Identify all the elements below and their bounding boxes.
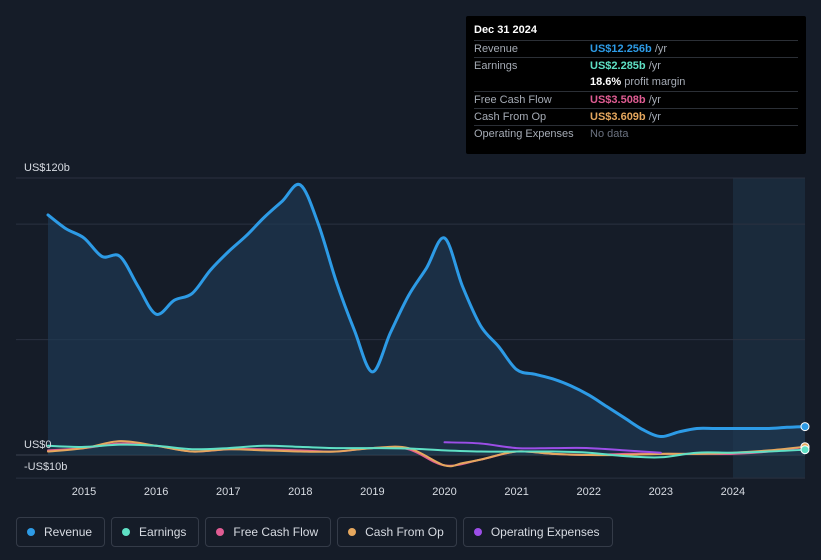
tooltip-row-margin: 18.6% profit margin — [474, 74, 798, 91]
fcf-dot-icon — [216, 528, 225, 536]
legend-label: Cash From Op — [365, 525, 444, 539]
tooltip-row-revenue: Revenue US$12.256b /yr — [474, 40, 798, 58]
tooltip-value: 18.6% — [590, 76, 622, 88]
legend-label: Earnings — [139, 525, 187, 539]
x-tick-label: 2020 — [432, 486, 456, 498]
y-axis-labels: US$120b US$0 -US$10b — [24, 162, 70, 473]
opex-dot-icon — [473, 528, 482, 536]
legend-label: Free Cash Flow — [233, 525, 319, 539]
legend-opex-button[interactable]: Operating Expenses — [462, 517, 613, 547]
legend-revenue-button[interactable]: Revenue — [16, 517, 106, 547]
revenue-line — [46, 182, 807, 439]
earnings-line — [47, 443, 806, 459]
revenue-area-group — [48, 184, 805, 458]
x-tick-label: 2015 — [72, 486, 96, 498]
tooltip-unit: profit margin — [624, 76, 686, 88]
tooltip-row-fcf: Free Cash Flow US$3.508b /yr — [474, 91, 798, 109]
earnings-dot-icon — [122, 528, 131, 536]
tooltip-row-cfo: Cash From Op US$3.609b /yr — [474, 108, 798, 126]
tooltip-label: Earnings — [474, 60, 518, 72]
earnings-end-marker — [800, 445, 810, 455]
tooltip-date: Dec 31 2024 — [474, 24, 537, 36]
y-tick-label: -US$10b — [24, 461, 67, 473]
x-axis-labels: 2015 2016 2017 2018 2019 2020 2021 2022 2023 2024 — [72, 486, 745, 498]
revenue-end-marker — [800, 422, 810, 432]
series-lines[interactable] — [46, 182, 807, 468]
cfo-line — [47, 440, 806, 468]
tooltip-value: US$2.285b — [590, 60, 646, 72]
x-tick-label: 2016 — [144, 486, 168, 498]
opex-line — [443, 441, 662, 454]
tooltip-label: Operating Expenses — [474, 128, 574, 140]
tooltip-label: Revenue — [474, 43, 519, 55]
revenue-area — [48, 184, 805, 455]
x-tick-label: 2024 — [721, 486, 745, 498]
tooltip-row-earnings: Earnings US$2.285b /yr — [474, 57, 798, 75]
legend-cfo-button[interactable]: Cash From Op — [337, 517, 457, 547]
end-markers — [800, 422, 810, 455]
tooltip-value: No data — [590, 128, 629, 140]
tooltip-unit: /yr — [648, 94, 661, 106]
x-tick-label: 2022 — [576, 486, 600, 498]
legend-earnings-button[interactable]: Earnings — [111, 517, 200, 547]
y-tick-label: US$120b — [24, 162, 70, 174]
tooltip-unit: /yr — [654, 43, 668, 55]
cfo-dot-icon — [348, 528, 357, 536]
y-tick-label: US$0 — [24, 439, 52, 451]
tooltip-row-opex: Operating Expenses No data — [474, 125, 798, 143]
legend-label: Operating Expenses — [490, 525, 600, 539]
tooltip-value: US$3.609b — [590, 111, 646, 123]
tooltip-value: US$12.256b — [590, 43, 652, 55]
tooltip-label: Cash From Op — [474, 111, 547, 123]
x-tick-label: 2017 — [216, 486, 240, 498]
tooltip-unit: /yr — [648, 111, 661, 123]
x-tick-label: 2018 — [288, 486, 312, 498]
legend: Revenue Earnings Free Cash Flow Cash Fro… — [16, 517, 613, 547]
legend-label: Revenue — [44, 525, 93, 539]
tooltip-value: US$3.508b — [590, 94, 646, 106]
x-tick-label: 2023 — [649, 486, 673, 498]
data-tooltip: Dec 31 2024 Revenue US$12.256b /yr Earni… — [466, 16, 806, 154]
x-tick-label: 2021 — [504, 486, 528, 498]
legend-fcf-button[interactable]: Free Cash Flow — [205, 517, 332, 547]
tooltip-label: Free Cash Flow — [474, 94, 552, 106]
x-tick-label: 2019 — [360, 486, 384, 498]
revenue-dot-icon — [27, 528, 35, 536]
tooltip-unit: /yr — [648, 60, 661, 72]
